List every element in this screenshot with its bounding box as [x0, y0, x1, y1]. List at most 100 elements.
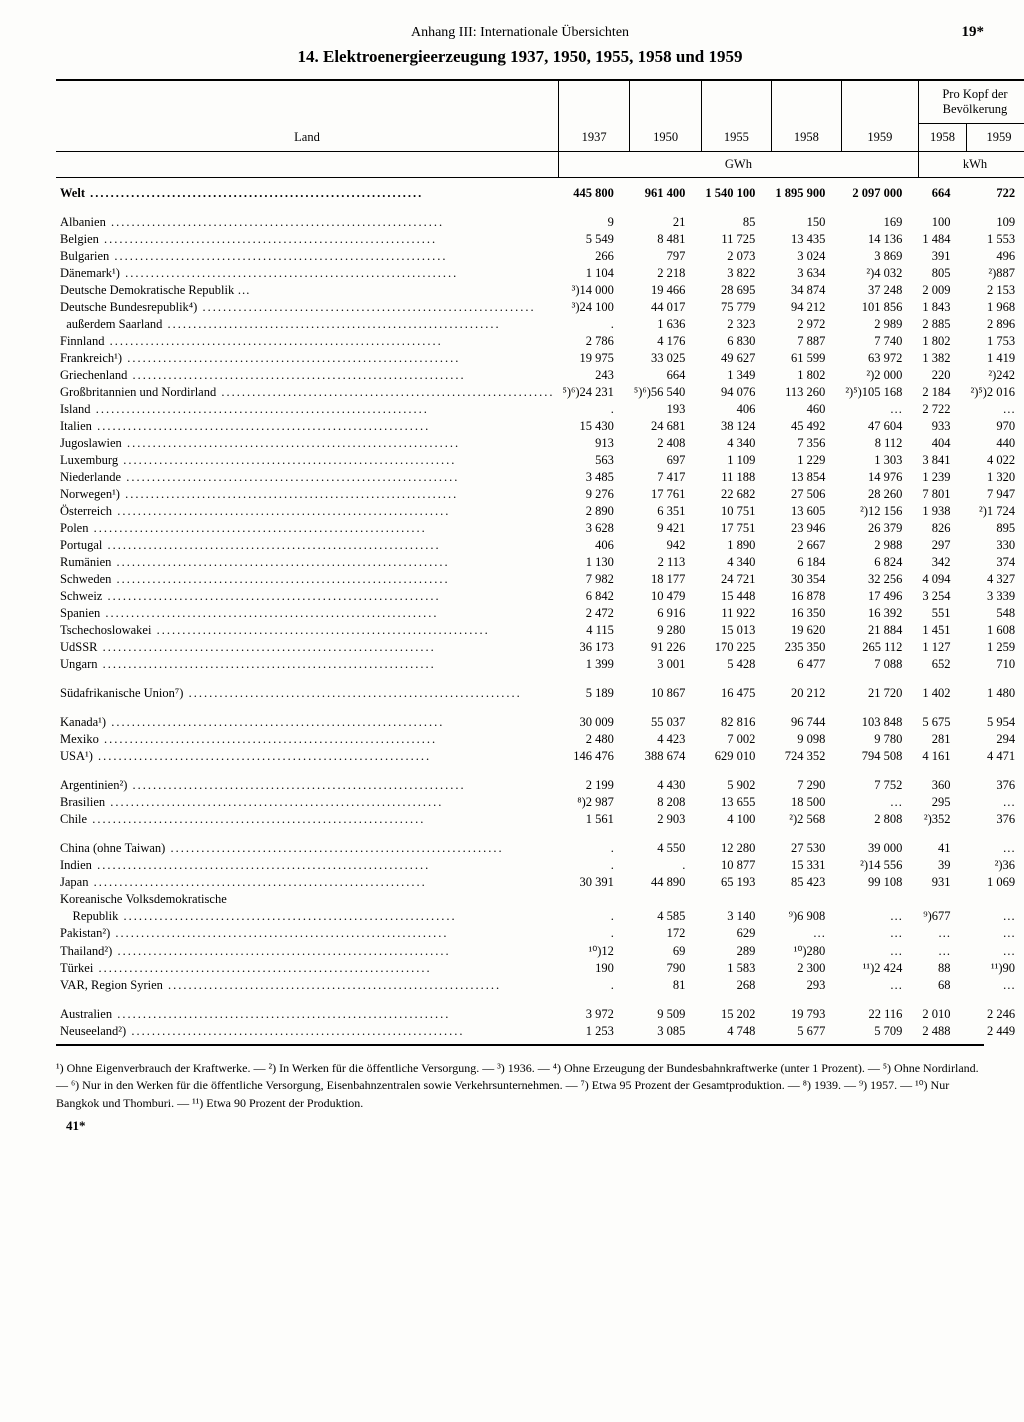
value-cell: 37 248	[841, 282, 918, 299]
country-cell: Welt	[56, 178, 558, 203]
value-cell: 2 989	[841, 316, 918, 333]
value-cell: 2 885	[918, 316, 966, 333]
value-cell: 172	[630, 925, 701, 942]
table-row: Südafrikanische Union⁷)5 18910 86716 475…	[56, 685, 1024, 702]
page-number: 19*	[934, 24, 984, 41]
value-cell: ⁸)2 987	[558, 794, 629, 811]
table-row: VAR, Region Syrien.81268293…68…	[56, 977, 1024, 994]
value-cell: 281	[918, 731, 966, 748]
table-row: Luxemburg5636971 1091 2291 3033 8414 022	[56, 452, 1024, 469]
table-row: Rumänien1 1302 1134 3406 1846 824342374	[56, 554, 1024, 571]
value-cell: 1 104	[558, 265, 629, 282]
value-cell: 5 675	[918, 714, 966, 731]
value-cell: 16 350	[771, 605, 841, 622]
value-cell: 563	[558, 452, 629, 469]
table-row: Indien..10 87715 331²)14 55639²)36	[56, 857, 1024, 874]
value-cell: 24 681	[630, 418, 701, 435]
value-cell: 41	[918, 840, 966, 857]
value-cell	[967, 891, 1024, 908]
value-cell: 3 254	[918, 588, 966, 605]
value-cell: 5 549	[558, 231, 629, 248]
country-cell: Schweden	[56, 571, 558, 588]
value-cell: 9 421	[630, 520, 701, 537]
value-cell: 1 968	[967, 299, 1024, 316]
country-cell: Italien	[56, 418, 558, 435]
value-cell: 376	[967, 811, 1024, 828]
value-cell: 1 636	[630, 316, 701, 333]
value-cell: 8 481	[630, 231, 701, 248]
value-cell: 220	[918, 367, 966, 384]
country-cell: Finnland	[56, 333, 558, 350]
value-cell: 24 721	[701, 571, 771, 588]
value-cell: 38 124	[701, 418, 771, 435]
value-cell: 1 890	[701, 537, 771, 554]
value-cell: 150	[771, 214, 841, 231]
country-cell: außerdem Saarland	[56, 316, 558, 333]
table-row: Türkei1907901 5832 300¹¹)2 42488¹¹)90	[56, 960, 1024, 977]
value-cell: 2 972	[771, 316, 841, 333]
table-row: USA¹)146 476388 674629 010724 352794 508…	[56, 748, 1024, 765]
value-cell: 55 037	[630, 714, 701, 731]
value-cell: 5 428	[701, 656, 771, 673]
value-cell: 13 435	[771, 231, 841, 248]
value-cell: ²)4 032	[841, 265, 918, 282]
value-cell: 26 379	[841, 520, 918, 537]
value-cell: …	[841, 977, 918, 994]
value-cell: 23 946	[771, 520, 841, 537]
value-cell	[841, 891, 918, 908]
value-cell: 629 010	[701, 748, 771, 765]
value-cell: 790	[630, 960, 701, 977]
value-cell: 794 508	[841, 748, 918, 765]
value-cell: 30 009	[558, 714, 629, 731]
value-cell: 4 340	[701, 554, 771, 571]
value-cell: 12 280	[701, 840, 771, 857]
value-cell: 2 890	[558, 503, 629, 520]
col-header-pc-1958: 1958	[918, 124, 966, 152]
value-cell: 4 115	[558, 622, 629, 639]
value-cell: 548	[967, 605, 1024, 622]
table-row: Großbritannien und Nordirland⁵)⁶)24 231⁵…	[56, 384, 1024, 401]
value-cell: 85 423	[771, 874, 841, 891]
table-row: Dänemark¹)1 1042 2183 8223 634²)4 032805…	[56, 265, 1024, 282]
value-cell: 2 408	[630, 435, 701, 452]
value-cell: 4 176	[630, 333, 701, 350]
value-cell	[701, 891, 771, 908]
value-cell: 406	[701, 401, 771, 418]
unit-gwh: GWh	[558, 152, 918, 178]
value-cell: 2 988	[841, 537, 918, 554]
value-cell: .	[630, 857, 701, 874]
value-cell: ⁹)677	[918, 908, 966, 925]
unit-kwh: kWh	[918, 152, 1024, 178]
value-cell: 10 751	[701, 503, 771, 520]
value-cell: .	[558, 925, 629, 942]
value-cell: 36 173	[558, 639, 629, 656]
value-cell: 4 423	[630, 731, 701, 748]
value-cell: ³)14 000	[558, 282, 629, 299]
table-row	[56, 202, 1024, 214]
value-cell: 629	[701, 925, 771, 942]
value-cell: ⁹)6 908	[771, 908, 841, 925]
country-cell: Türkei	[56, 960, 558, 977]
value-cell: 9	[558, 214, 629, 231]
table-row: Pakistan²).172629…………	[56, 925, 1024, 942]
country-cell: Dänemark¹)	[56, 265, 558, 282]
country-cell: Pakistan²)	[56, 925, 558, 942]
table-row: Italien15 43024 68138 12445 49247 604933…	[56, 418, 1024, 435]
bottom-page-number: 41*	[66, 1118, 984, 1134]
value-cell: 1 583	[701, 960, 771, 977]
country-cell: Brasilien	[56, 794, 558, 811]
value-cell: …	[841, 925, 918, 942]
table-row: Welt445 800961 4001 540 1001 895 9002 09…	[56, 178, 1024, 203]
value-cell: .	[558, 857, 629, 874]
value-cell: 440	[967, 435, 1024, 452]
value-cell: 7 088	[841, 656, 918, 673]
value-cell: .	[558, 316, 629, 333]
value-cell: 2 009	[918, 282, 966, 299]
value-cell: 18 177	[630, 571, 701, 588]
value-cell: 330	[967, 537, 1024, 554]
value-cell: 2 184	[918, 384, 966, 401]
table-row: Japan30 39144 89065 19385 42399 1089311 …	[56, 874, 1024, 891]
country-cell: Frankreich¹)	[56, 350, 558, 367]
value-cell: ²)2 000	[841, 367, 918, 384]
table-row: Island.193406460…2 722…	[56, 401, 1024, 418]
